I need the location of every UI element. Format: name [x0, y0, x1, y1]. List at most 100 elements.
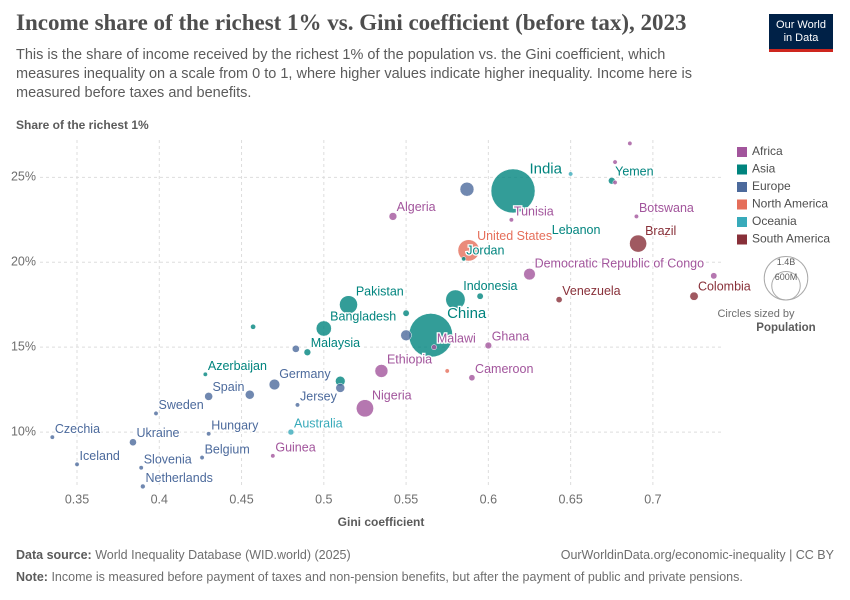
point-label: Malaysia [311, 336, 360, 350]
bubble [339, 295, 358, 314]
logo-text: in Data [783, 32, 819, 44]
point-label: Australia [294, 416, 343, 430]
source-label: Data source: [16, 548, 92, 562]
bubble [468, 374, 476, 382]
source: Data source: World Inequality Database (… [16, 548, 351, 562]
size-legend-variable: Population [756, 322, 815, 334]
x-tick-label: 0.7 [644, 492, 661, 506]
note-label: Note: [16, 570, 48, 584]
y-tick-label: 25% [11, 170, 36, 184]
point-label: Spain [212, 380, 244, 394]
bubble [374, 364, 389, 378]
logo-text: Our World [776, 19, 826, 31]
bubble [459, 182, 475, 197]
bubble [129, 438, 137, 447]
legend-swatch [737, 182, 747, 192]
point-label: Cameroon [475, 362, 533, 376]
x-tick-label: 0.35 [65, 492, 89, 506]
y-tick-label: 10% [11, 424, 36, 438]
point-label: Bangladesh [330, 309, 396, 323]
legend-label: Oceania [752, 214, 797, 228]
point-label: Azerbaijan [208, 359, 267, 373]
point-label: Jersey [300, 390, 338, 404]
url[interactable]: OurWorldinData.org/economic-inequality |… [560, 548, 834, 562]
bubble [612, 159, 618, 165]
point-label: Democratic Republic of Congo [535, 256, 705, 270]
point-label: China [447, 305, 487, 322]
bubble [627, 140, 633, 146]
legend-label: Europe [752, 179, 791, 193]
bubble [303, 348, 312, 356]
bubble [476, 292, 484, 300]
bubble [292, 345, 300, 353]
bubble [268, 378, 281, 391]
point-label: Ghana [492, 329, 530, 343]
point-label: Guinea [275, 441, 315, 455]
bubble [457, 239, 480, 262]
source-text: World Inequality Database (WID.world) (2… [95, 548, 351, 562]
x-tick-label: 0.5 [315, 492, 332, 506]
bubble [508, 217, 514, 223]
chart-subtitle: This is the share of income received by … [16, 47, 692, 101]
point-label: Tunisia [514, 205, 554, 219]
point-label: United States [477, 229, 552, 243]
point-label: Jordan [466, 244, 504, 258]
point-label: Belgium [205, 442, 250, 456]
bubble [402, 309, 410, 317]
x-axis-label: Gini coefficient [338, 515, 425, 529]
x-tick-label: 0.65 [558, 492, 582, 506]
bubble [335, 383, 346, 393]
bubble [400, 329, 412, 341]
point-label: Brazil [645, 224, 676, 238]
size-legend-circle [771, 270, 801, 301]
bubble [444, 368, 450, 374]
bubble [245, 389, 255, 400]
point-label: Venezuela [562, 284, 620, 298]
size-legend-label: 1.4B [777, 257, 796, 267]
point-label: Germany [279, 367, 331, 381]
bubble [204, 392, 213, 401]
bubble [663, 232, 669, 238]
legend-swatch [737, 217, 747, 227]
bubble [206, 431, 212, 437]
point-label: Pakistan [356, 285, 404, 299]
note: Note: Income is measured before payment … [16, 570, 743, 584]
legend-swatch [737, 234, 747, 245]
point-label: Algeria [397, 200, 436, 214]
point-label: Malawi [437, 332, 476, 346]
bubble [140, 483, 146, 490]
bubble [490, 168, 536, 214]
point-label: Colombia [698, 280, 751, 294]
point-label: Netherlands [146, 471, 213, 485]
bubble [356, 399, 374, 418]
point-label: Hungary [211, 419, 259, 433]
legend-label: Asia [752, 162, 776, 176]
bubble [523, 268, 536, 281]
point-label: Indonesia [463, 279, 517, 293]
logo[interactable]: Our World in Data [769, 14, 833, 52]
note-text: Income is measured before payment of tax… [51, 570, 743, 584]
point-label: Czechia [55, 422, 100, 436]
legend-label: North America [752, 197, 828, 211]
point-label: India [529, 161, 562, 178]
point-label: Iceland [80, 449, 120, 463]
bubble [287, 428, 295, 436]
bubble [629, 234, 647, 253]
bubble [546, 236, 552, 241]
legend-swatch [737, 164, 747, 175]
bubble [388, 212, 398, 221]
bubble [689, 291, 699, 301]
legend-label: Africa [752, 144, 783, 158]
bubble [484, 341, 492, 350]
legend-swatch [737, 147, 747, 157]
bubble [138, 465, 144, 471]
point-label: Slovenia [144, 452, 192, 466]
point-label: Nigeria [372, 389, 412, 403]
legend-label: South America [752, 232, 830, 246]
y-tick-label: 20% [11, 255, 36, 269]
y-tick-label: 15% [11, 339, 36, 353]
point-label: Sweden [159, 398, 204, 412]
bubble [461, 256, 467, 262]
size-legend-label: 600M [775, 272, 798, 282]
bubble [74, 461, 80, 467]
